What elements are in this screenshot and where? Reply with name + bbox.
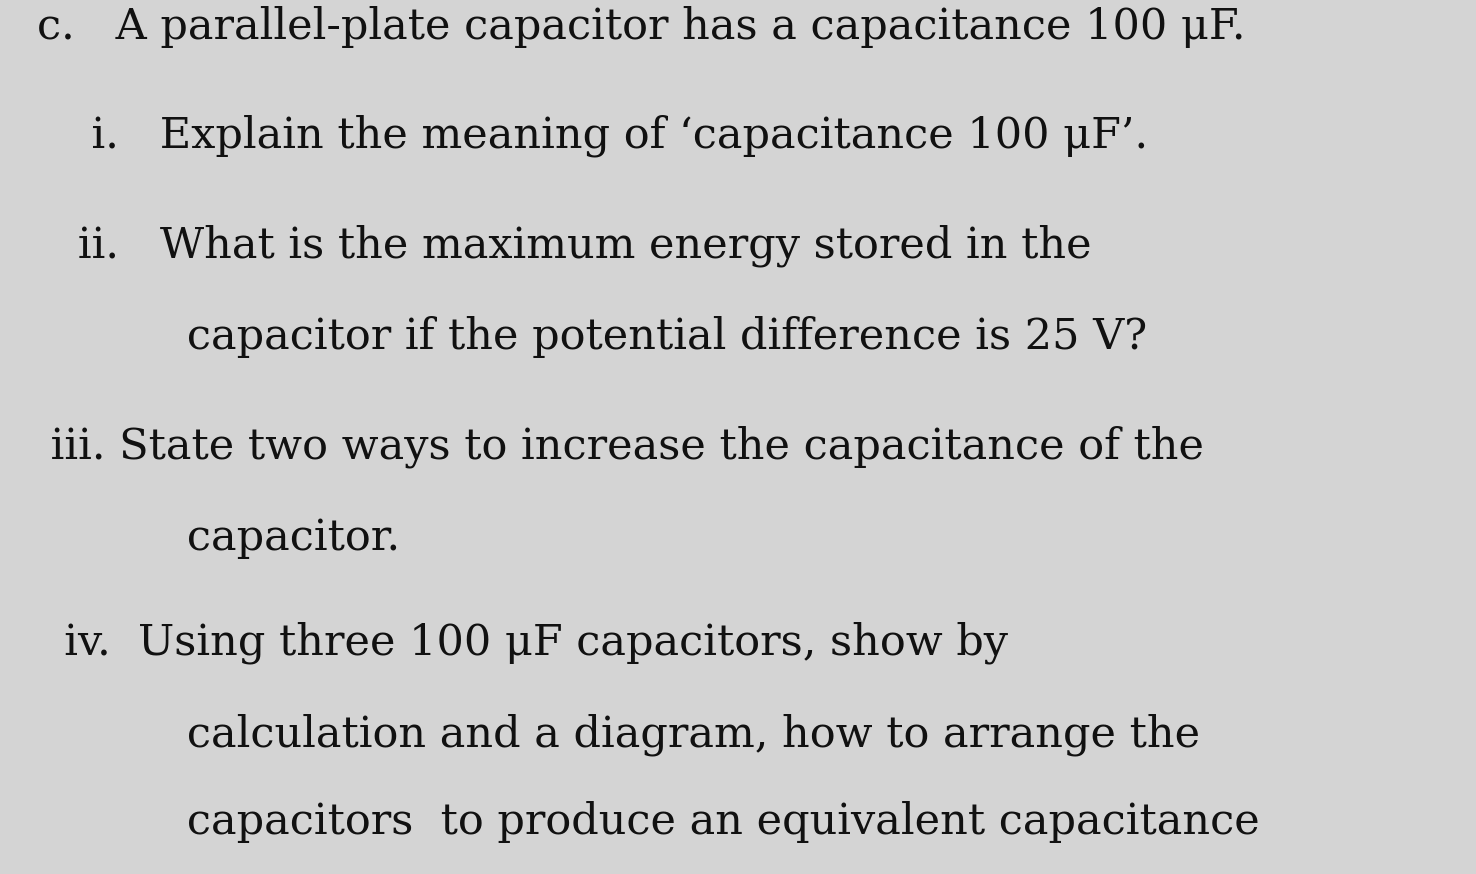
Text: iii. State two ways to increase the capacitance of the: iii. State two ways to increase the capa… — [37, 425, 1204, 468]
Text: capacitor.: capacitor. — [37, 517, 400, 559]
Text: iv.  Using three 100 μF capacitors, show by: iv. Using three 100 μF capacitors, show … — [37, 621, 1008, 664]
Text: c.   A parallel-plate capacitor has a capacitance 100 μF.: c. A parallel-plate capacitor has a capa… — [37, 6, 1246, 48]
Text: capacitor if the potential difference is 25 V?: capacitor if the potential difference is… — [37, 316, 1147, 358]
Text: i.   Explain the meaning of ‘capacitance 100 μF’.: i. Explain the meaning of ‘capacitance 1… — [37, 114, 1148, 157]
Text: ii.   What is the maximum energy stored in the: ii. What is the maximum energy stored in… — [37, 224, 1092, 267]
Text: capacitors  to produce an equivalent capacitance: capacitors to produce an equivalent capa… — [37, 801, 1259, 843]
Text: calculation and a diagram, how to arrange the: calculation and a diagram, how to arrang… — [37, 713, 1200, 756]
